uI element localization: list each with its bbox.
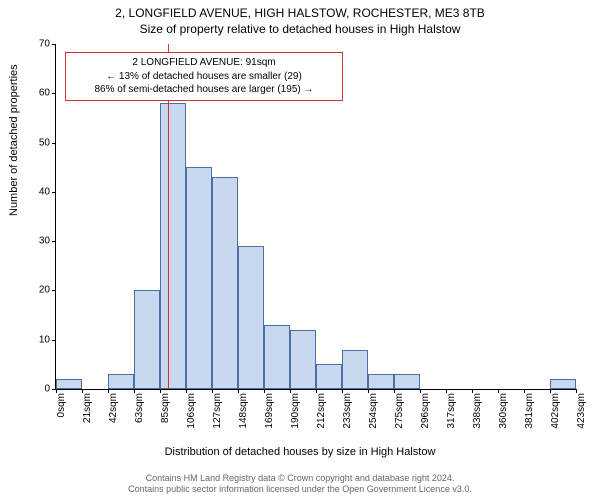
x-tick-label: 338sqm xyxy=(472,393,483,429)
x-tick-label: 63sqm xyxy=(134,393,145,423)
histogram-bar xyxy=(212,177,238,389)
x-tick-label: 127sqm xyxy=(212,393,223,429)
x-tick-label: 85sqm xyxy=(160,393,171,423)
x-tick-label: 423sqm xyxy=(576,393,587,429)
footer-line2: Contains public sector information licen… xyxy=(0,484,600,496)
x-tick-label: 381sqm xyxy=(524,393,535,429)
histogram-bar xyxy=(108,374,134,389)
y-tick-label: 0 xyxy=(44,384,50,395)
histogram-bar xyxy=(238,246,264,389)
x-axis-label: Distribution of detached houses by size … xyxy=(0,446,600,458)
histogram-bar xyxy=(56,379,82,389)
x-tick-label: 402sqm xyxy=(550,393,561,429)
histogram-bar xyxy=(342,350,368,389)
info-box-line3: 86% of semi-detached houses are larger (… xyxy=(74,83,334,97)
histogram-bar xyxy=(290,330,316,389)
y-tick-label: 10 xyxy=(39,334,50,345)
x-tick-label: 212sqm xyxy=(316,393,327,429)
footer-attribution: Contains HM Land Registry data © Crown c… xyxy=(0,473,600,496)
x-tick-label: 296sqm xyxy=(420,393,431,429)
histogram-bar xyxy=(134,290,160,389)
x-tick-label: 169sqm xyxy=(264,393,275,429)
x-tick-label: 275sqm xyxy=(394,393,405,429)
x-tick-label: 233sqm xyxy=(342,393,353,429)
histogram-bar xyxy=(368,374,394,389)
x-tick-label: 21sqm xyxy=(82,393,93,423)
footer-line1: Contains HM Land Registry data © Crown c… xyxy=(0,473,600,485)
title-subtitle: Size of property relative to detached ho… xyxy=(0,22,600,36)
chart-container: 2, LONGFIELD AVENUE, HIGH HALSTOW, ROCHE… xyxy=(0,0,600,500)
title-address: 2, LONGFIELD AVENUE, HIGH HALSTOW, ROCHE… xyxy=(0,6,600,20)
y-tick-label: 60 xyxy=(39,88,50,99)
histogram-bar xyxy=(394,374,420,389)
y-tick-label: 70 xyxy=(39,39,50,50)
histogram-bar xyxy=(264,325,290,389)
x-tick-label: 106sqm xyxy=(186,393,197,429)
histogram-bar xyxy=(550,379,576,389)
y-tick-label: 40 xyxy=(39,186,50,197)
y-tick-label: 50 xyxy=(39,137,50,148)
x-tick-label: 148sqm xyxy=(238,393,249,429)
x-tick-label: 360sqm xyxy=(498,393,509,429)
histogram-bar xyxy=(316,364,342,389)
info-box-line1: 2 LONGFIELD AVENUE: 91sqm xyxy=(74,56,334,70)
info-box: 2 LONGFIELD AVENUE: 91sqm ← 13% of detac… xyxy=(65,52,343,101)
x-tick-label: 254sqm xyxy=(368,393,379,429)
info-box-line2: ← 13% of detached houses are smaller (29… xyxy=(74,70,334,84)
histogram-bar xyxy=(186,167,212,389)
x-tick-label: 317sqm xyxy=(446,393,457,429)
histogram-bar xyxy=(160,103,186,389)
x-tick-label: 190sqm xyxy=(290,393,301,429)
y-tick-label: 20 xyxy=(39,285,50,296)
y-axis-label: Number of detached properties xyxy=(8,64,20,216)
y-tick-label: 30 xyxy=(39,236,50,247)
x-tick-label: 0sqm xyxy=(56,393,67,417)
x-tick-label: 42sqm xyxy=(108,393,119,423)
